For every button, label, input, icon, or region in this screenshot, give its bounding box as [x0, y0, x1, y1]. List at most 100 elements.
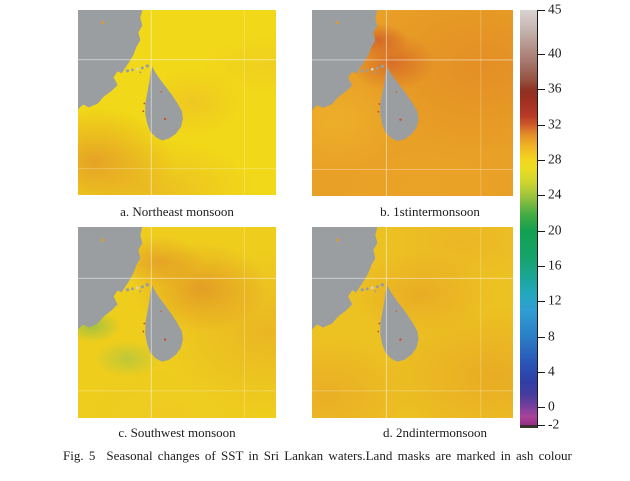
islet — [360, 288, 364, 292]
map-panel-southwest-monsoon — [78, 227, 276, 418]
colorbar-tick-label: 0 — [548, 399, 555, 415]
colorbar: 45 40 36 32 28 24 20 16 12 8 4 0 -2 — [520, 2, 605, 432]
colorbar-tick — [538, 336, 545, 338]
colorbar-tick — [538, 425, 545, 426]
islet — [365, 287, 369, 291]
speckle — [399, 338, 402, 341]
islet — [360, 69, 364, 73]
colorbar-tick-label: -2 — [548, 416, 560, 432]
lat-lon-grid-lines — [312, 227, 513, 418]
speckle — [143, 322, 146, 325]
speckle — [142, 330, 145, 333]
colorbar-tick-label: 28 — [548, 151, 562, 167]
figure-caption-text: Seasonal changes of SST in Sri Lankan wa… — [106, 448, 572, 463]
colorbar-tick — [538, 89, 545, 91]
islet — [131, 287, 134, 291]
colorbar-tick-label: 36 — [548, 81, 562, 97]
islet — [125, 288, 130, 292]
panel-label-b: b. 1stintermonsoon — [380, 204, 480, 219]
speckle — [142, 110, 145, 113]
colorbar-tick — [538, 230, 545, 232]
islet — [365, 68, 369, 72]
speckle — [335, 238, 339, 242]
sri-lanka-island — [145, 285, 183, 362]
colorbar-tick-label: 45 — [548, 1, 562, 17]
islet — [131, 68, 134, 72]
speckle — [395, 310, 398, 313]
islet — [139, 71, 142, 74]
colorbar-tick-label: 40 — [548, 45, 562, 61]
colorbar-tick — [538, 160, 545, 162]
land-speckles — [335, 238, 402, 341]
panel-label-a: a. Northeast monsoon — [120, 204, 234, 219]
lat-lon-grid-lines — [78, 10, 276, 195]
colorbar-tick — [538, 54, 545, 56]
map-overlay — [312, 227, 513, 418]
islet — [145, 283, 149, 287]
map-panel-1st-intermonsoon — [312, 10, 513, 196]
islet — [140, 285, 144, 289]
colorbar-tick-label: 8 — [548, 328, 555, 344]
map-overlay — [78, 227, 276, 418]
speckle — [143, 102, 146, 105]
colorbar-tick-label: 12 — [548, 293, 562, 309]
colorbar-axis-line — [537, 10, 538, 428]
islet — [374, 71, 377, 74]
land-mask — [312, 227, 419, 362]
colorbar-tick — [538, 407, 545, 409]
islet — [136, 286, 139, 290]
figure-caption: Fig. 5 Seasonal changes of SST in Sri Lan… — [63, 448, 572, 464]
islet — [370, 286, 374, 290]
speckle — [101, 238, 105, 242]
islet — [145, 64, 149, 68]
colorbar-tick-label: 16 — [548, 257, 562, 273]
islet — [370, 67, 374, 71]
land-speckles — [101, 238, 167, 341]
colorbar-tick — [538, 266, 545, 268]
map-overlay — [312, 10, 513, 196]
colorbar-tick-label: 24 — [548, 187, 562, 203]
islet — [139, 290, 142, 293]
land-mask — [78, 227, 183, 362]
colorbar-tick — [538, 372, 545, 374]
map-panel-2nd-intermonsoon — [312, 227, 513, 418]
speckle — [160, 90, 163, 93]
speckle — [377, 110, 380, 113]
colorbar-tick — [538, 10, 545, 11]
speckle — [335, 21, 339, 25]
sri-lanka-island — [380, 285, 419, 362]
islet — [380, 283, 385, 287]
panel-label-c: c. Southwest monsoon — [118, 425, 236, 440]
islet — [136, 67, 139, 71]
colorbar-gradient — [520, 10, 537, 425]
land-speckles — [335, 21, 402, 121]
islet — [380, 64, 385, 68]
islet — [374, 290, 377, 293]
colorbar-tick — [538, 195, 545, 197]
colorbar-tick-label: 4 — [548, 363, 555, 379]
sri-lanka-island — [145, 66, 183, 141]
colorbar-tick — [538, 124, 545, 126]
figure-number: Fig. 5 — [63, 448, 96, 463]
lat-lon-grid-lines — [78, 227, 276, 418]
speckle — [399, 118, 402, 121]
speckle — [101, 21, 105, 25]
islet — [375, 66, 379, 70]
map-overlay — [78, 10, 276, 195]
land-mask — [312, 10, 419, 142]
speckle — [163, 117, 167, 121]
speckle — [160, 310, 163, 313]
islet — [140, 66, 144, 70]
islet — [125, 69, 130, 73]
speckle — [378, 103, 381, 105]
speckle — [163, 338, 167, 341]
land-speckles — [101, 21, 167, 121]
lat-lon-grid-lines — [312, 10, 513, 196]
colorbar-tick-label: 20 — [548, 222, 562, 238]
land-mask — [78, 10, 183, 141]
islet — [375, 285, 379, 289]
colorbar-tick — [538, 301, 545, 303]
speckle — [378, 322, 381, 325]
panel-label-d: d. 2ndintermonsoon — [383, 425, 487, 440]
